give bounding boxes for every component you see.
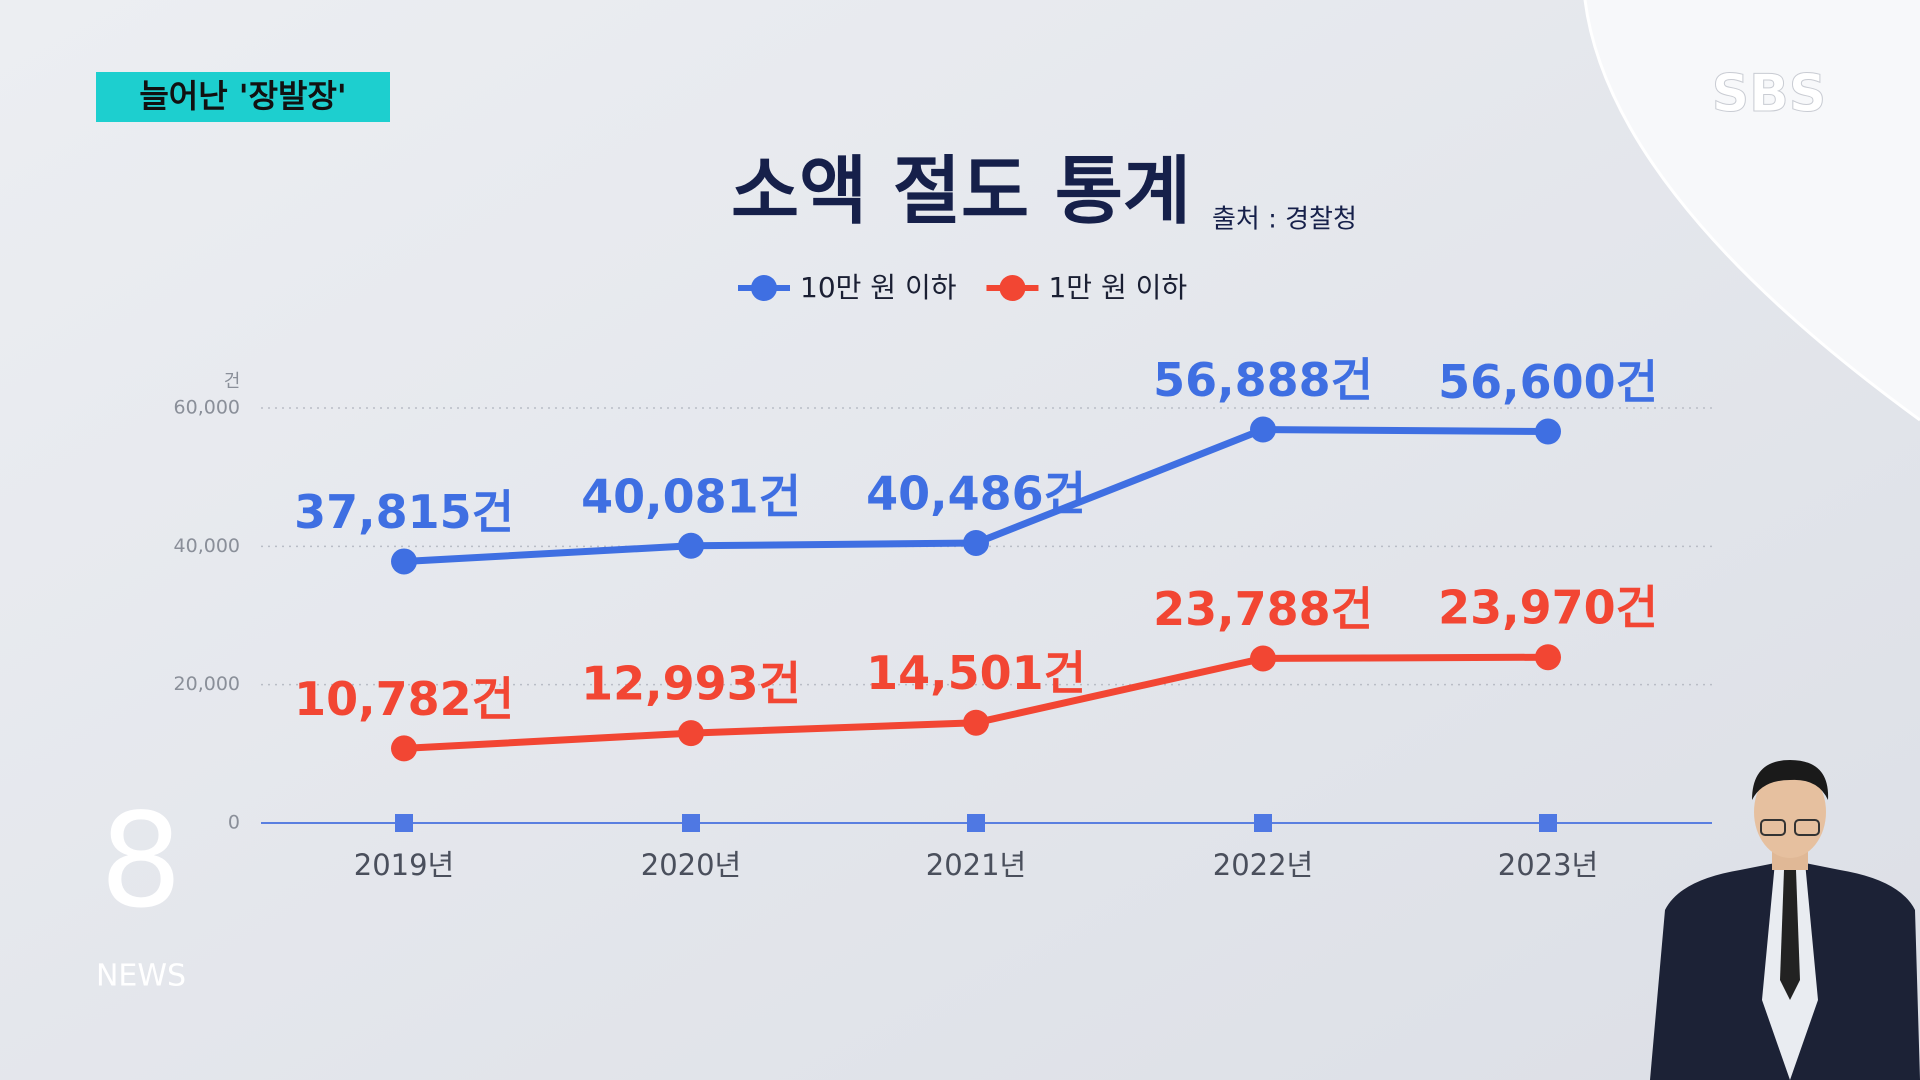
program-number: 8	[100, 785, 183, 937]
data-point	[391, 735, 417, 762]
data-label: 12,993건	[581, 657, 801, 711]
data-label: 40,081건	[581, 469, 801, 523]
y-tick-label: 0	[228, 812, 240, 834]
data-label: 56,888건	[1153, 353, 1373, 407]
legend-label: 1만 원 이하	[1048, 271, 1187, 304]
x-tick-label: 2023년	[1498, 848, 1598, 882]
data-label: 14,501건	[866, 646, 1086, 700]
axis-marker	[682, 814, 700, 832]
y-tick-label: 20,000	[174, 673, 240, 695]
data-label: 23,970건	[1438, 581, 1658, 635]
chart-title: 소액 절도 통계	[731, 149, 1191, 235]
data-label: 56,600건	[1438, 355, 1658, 409]
data-point	[1535, 418, 1561, 445]
x-tick-label: 2020년	[641, 848, 741, 882]
background-curve	[1585, 0, 1920, 420]
data-label: 10,782건	[294, 672, 514, 726]
data-label: 40,486건	[866, 466, 1086, 520]
data-point	[1250, 416, 1276, 443]
tag-box	[96, 72, 390, 122]
x-tick-label: 2021년	[926, 848, 1026, 882]
chart-source: 출처 : 경찰청	[1212, 205, 1357, 235]
data-point	[1535, 644, 1561, 671]
sign-interpreter	[1650, 760, 1920, 1080]
y-tick-label: 40,000	[174, 535, 240, 557]
data-label: 37,815건	[294, 485, 514, 539]
axis-marker	[1539, 814, 1557, 832]
data-point	[678, 720, 704, 747]
legend: 10만 원 이하 1만 원 이하	[738, 271, 1187, 304]
x-tick-label: 2022년	[1213, 848, 1313, 882]
data-point	[678, 532, 704, 559]
tag-text: 늘어난 '장발장'	[139, 77, 346, 115]
data-label: 23,788건	[1153, 582, 1373, 636]
program-name: NEWS	[96, 959, 186, 994]
axis-marker	[395, 814, 413, 832]
legend-marker	[751, 275, 777, 301]
data-point	[1250, 645, 1276, 672]
x-tick-label: 2019년	[354, 848, 454, 882]
legend-marker	[999, 275, 1026, 301]
data-point	[963, 529, 989, 556]
y-unit: 건	[224, 371, 241, 392]
broadcaster-logo: SBS	[1712, 64, 1827, 124]
data-point	[963, 709, 989, 736]
background-curve-edge	[1583, 0, 1920, 422]
y-tick-label: 60,000	[174, 397, 240, 419]
plot: 0 20,000 40,000 60,000 2019년 2020년 2021년 2022년 2…	[174, 353, 1712, 882]
data-point	[391, 548, 417, 575]
legend-label: 10만 원 이하	[800, 271, 956, 304]
axis-marker	[1254, 814, 1272, 832]
axis-marker	[967, 814, 985, 832]
